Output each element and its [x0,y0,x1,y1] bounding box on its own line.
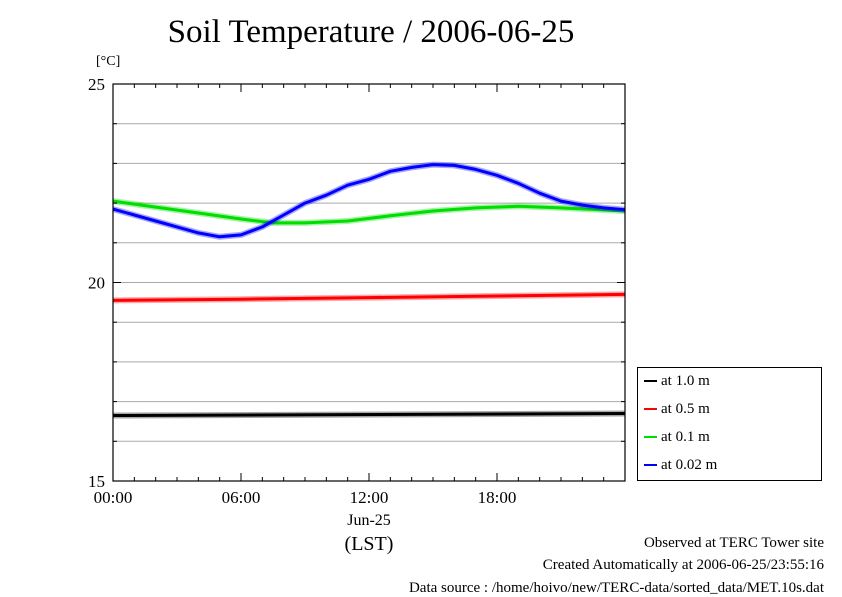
legend-item-0-02m: at 0.02 m [644,457,717,477]
legend-swatch-0-1m [644,435,657,438]
x-tick-label-0000: 00:00 [94,488,133,507]
legend-item-0-1m: at 0.1 m [644,429,710,449]
x-tick-label-1200: 12:00 [350,488,389,507]
footer-data-source: Data source : /home/hoivo/new/TERC-data/… [408,580,824,596]
y-tick-label-25: 25 [88,75,105,94]
legend-label-0-02m: at 0.02 m [661,457,718,473]
x-tick-label-1800: 18:00 [478,488,517,507]
legend-label-0-1m: at 0.1 m [661,429,710,445]
y-tick-label-20: 20 [88,274,105,293]
legend-item-1m: at 1.0 m [644,373,710,393]
x-tick-label-0600: 06:00 [222,488,261,507]
legend-item-0-5m: at 0.5 m [644,401,710,421]
legend-label-0-5m: at 0.5 m [661,401,710,417]
legend-swatch-1m [644,379,657,382]
legend: at 1.0 m at 0.5 m at 0.1 m at 0.02 m [637,367,822,481]
footer-created: Created Automatically at 2006-06-25/23:5… [542,557,824,573]
series-line-at-0-02-m [112,163,626,239]
legend-swatch-0-02m [644,463,657,466]
footer-observed: Observed at TERC Tower site [643,535,824,551]
legend-swatch-0-5m [644,407,657,410]
legend-label-1m: at 1.0 m [661,373,710,389]
series-line-at-0-1-m [112,199,626,225]
chart-title: Soil Temperature / 2006-06-25 [167,14,575,50]
y-axis-unit-label: [°C] [96,54,121,69]
series-line-at-0-5-m [112,292,626,302]
series-halo-at-0-02-m [112,161,626,240]
y-tick-label-15: 15 [88,472,105,491]
series-line-at-1-0-m [112,412,626,417]
